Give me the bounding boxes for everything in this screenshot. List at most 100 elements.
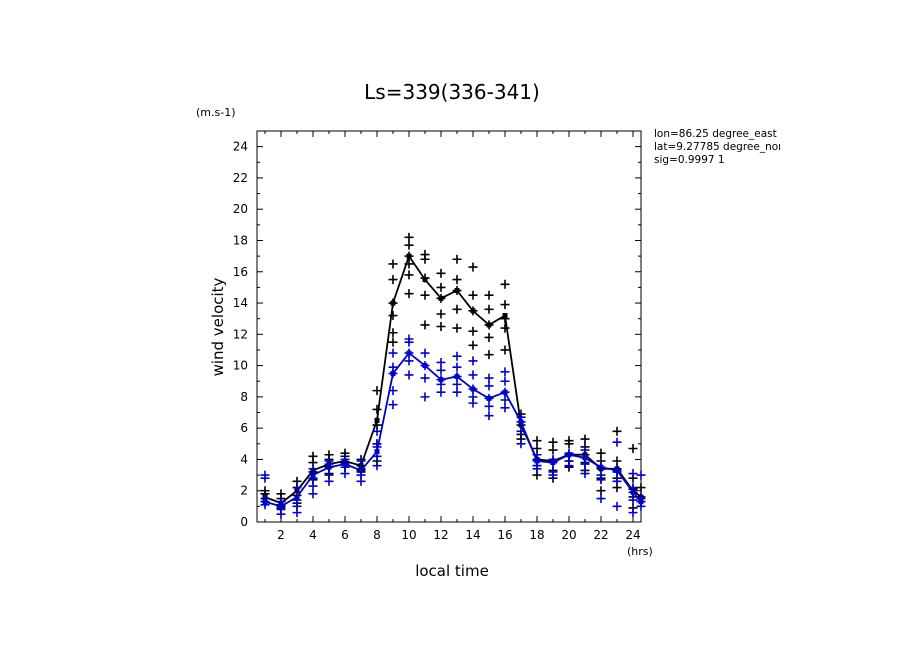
series-point [614,467,620,473]
scatter-point [388,348,398,358]
x-tick-label: 2 [277,528,285,542]
scatter-point [468,392,478,402]
scatter-point [388,400,398,410]
series-point [502,389,508,395]
y-unit-label: (m.s-1) [196,106,236,119]
scatter-point [436,387,446,397]
y-tick-label: 0 [240,515,248,529]
scatter-point [308,481,318,491]
scatter-point [484,411,494,421]
y-tick-label: 6 [240,421,248,435]
scatter-point [452,362,462,372]
scatter-point [292,501,302,511]
info-line-sig: sig=0.9997 1 [654,154,725,166]
series-point [326,464,332,470]
scatter-point [596,486,606,496]
scatter-point [436,365,446,375]
plot-frame [256,130,642,523]
info-line-lat: lat=9.27785 degree_north [654,141,793,153]
series-point [638,499,644,505]
chart-title: Ls=339(336-341) [364,80,540,104]
scatter-point [484,381,494,391]
scatter-point [548,445,558,455]
scatter-point [468,326,478,336]
scatter-point [612,501,622,511]
scatter-point [356,476,366,486]
scatter-point [484,304,494,314]
scatter-point [404,356,414,366]
scatter-point [420,290,430,300]
scatter-point [628,469,638,479]
series-point [566,452,572,458]
series-point [294,494,300,500]
scatter-point [340,469,350,479]
scatter-point [372,426,382,436]
scatter-point [388,311,398,321]
scatter-point [564,436,574,446]
scatter-point [484,350,494,360]
x-tick-label: 16 [497,528,512,542]
scatter-point [276,509,286,519]
y-axis-label: wind velocity [209,277,227,376]
scatter-point [612,476,622,486]
series-point [438,377,444,383]
scatter-point [420,250,430,260]
scatter-point [548,437,558,447]
scatter-point [388,275,398,285]
x-tick-label: 22 [593,528,608,542]
scatter-point [564,461,574,471]
scatter-point [436,357,446,367]
series-point [390,370,396,376]
info-box: lon=86.25 degree_east lat=9.27785 degree… [654,128,793,166]
series-point [630,489,636,495]
series-point [454,288,460,294]
scatter-point [324,476,334,486]
scatter-point [404,337,414,347]
x-tick-label: 20 [561,528,576,542]
series-point [390,300,396,306]
scatter-point [500,345,510,355]
series-point [310,472,316,478]
y-tick-label: 14 [233,296,248,310]
series-point [550,460,556,466]
scatter-point [420,373,430,383]
scatter-point [452,254,462,264]
scatter-point [500,395,510,405]
x-tick-label: 8 [373,528,381,542]
series-point [470,308,476,314]
scatter-point [308,464,318,474]
scatter-point [388,337,398,347]
series-point [406,253,412,259]
series-point [598,464,604,470]
series-point [534,458,540,464]
scatter-point [356,456,366,466]
scatter-point [580,445,590,455]
scatter-point [436,282,446,292]
scatter-point [404,240,414,250]
scatter-point [500,279,510,289]
scatter-point [420,320,430,330]
series-point [486,322,492,328]
x-axis-label: local time [415,562,489,580]
scatter-point [372,461,382,471]
series-point [582,455,588,461]
scatter-point [404,289,414,299]
series-point [438,295,444,301]
scatter-point [292,483,302,493]
scatter-point [452,275,462,285]
series-point [470,386,476,392]
scatter-point [484,373,494,383]
scatter-point [500,367,510,377]
x-tick-label: 6 [341,528,349,542]
series-point [374,449,380,455]
scatter-point [612,437,622,447]
scatter-point [452,323,462,333]
scatter-point [484,401,494,411]
scatter-point [452,379,462,389]
scatter-point [596,494,606,504]
scatter-point [420,348,430,358]
scatter-point [468,356,478,366]
series-point [358,467,364,473]
